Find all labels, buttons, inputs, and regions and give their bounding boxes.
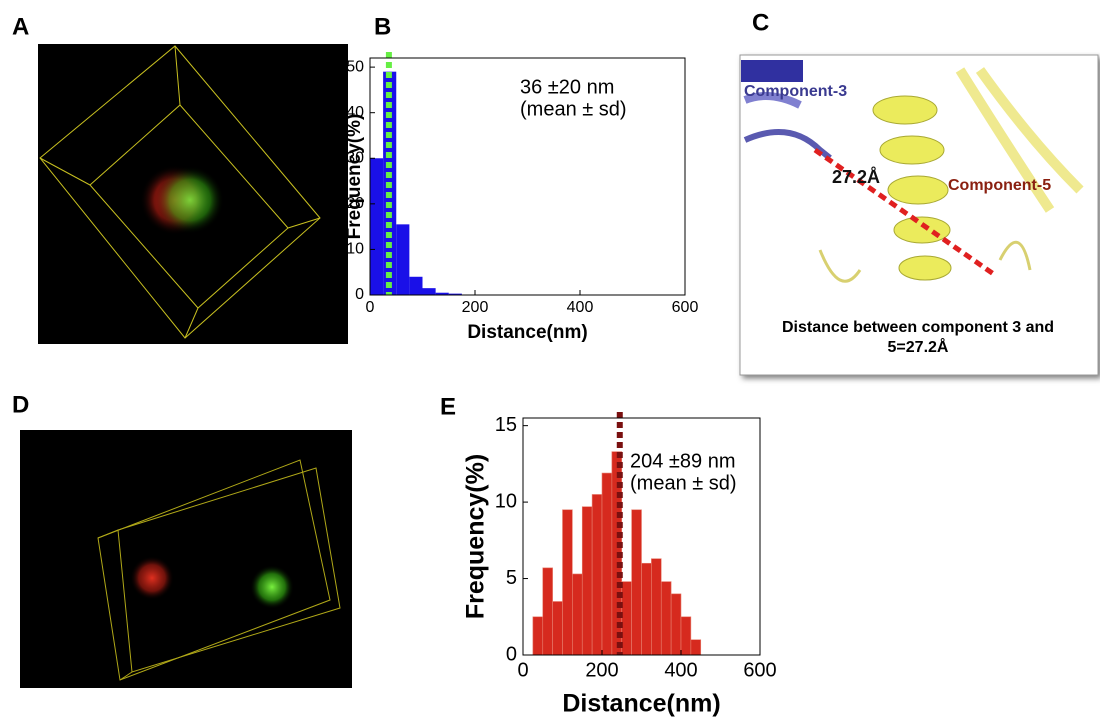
panel-label: B <box>374 13 391 40</box>
y-tick-label: 30 <box>346 149 364 166</box>
panel-label: C <box>752 9 769 36</box>
x-tick-label: 200 <box>585 659 618 681</box>
x-tick-label: 600 <box>743 659 776 681</box>
y-axis-label: Frequency(%) <box>462 454 490 619</box>
panel-d-image <box>20 430 352 688</box>
x-tick-label: 400 <box>567 299 594 316</box>
bar <box>591 494 603 656</box>
bar <box>396 224 410 295</box>
component-label: Component-3 <box>744 83 847 100</box>
bar <box>422 288 436 295</box>
panel-a-image <box>38 44 348 344</box>
caption: 5=27.2Å <box>888 337 949 356</box>
plot-frame <box>369 57 686 296</box>
distance-label: 27.2Å <box>832 167 880 187</box>
y-tick-label: 15 <box>495 414 517 436</box>
bar <box>409 276 423 295</box>
bar <box>370 158 384 295</box>
plot-frame <box>522 417 761 656</box>
y-tick-label: 20 <box>346 195 364 212</box>
bar <box>601 472 613 656</box>
component-label: Component-5 <box>948 177 1051 194</box>
x-axis-label: Distance(nm) <box>562 690 720 718</box>
annotation: (mean ± sd) <box>630 472 737 494</box>
x-tick-label: 600 <box>672 299 699 316</box>
panel-label: E <box>440 393 456 420</box>
bar <box>562 509 573 656</box>
y-axis-label: Frequency(%) <box>344 114 365 240</box>
x-tick-label: 400 <box>664 659 697 681</box>
bar <box>448 293 462 295</box>
bar <box>690 639 702 656</box>
bar <box>435 292 449 295</box>
x-tick-label: 0 <box>517 659 528 681</box>
panel-label: D <box>12 391 29 418</box>
x-tick-label: 200 <box>462 299 489 316</box>
annotation: 36 ±20 nm <box>520 76 614 98</box>
caption: Distance between component 3 and <box>782 319 1054 336</box>
panel-label: A <box>12 13 29 40</box>
panel-c-image: Component-3 Component-5 27.2Å Distance b… <box>739 54 1099 376</box>
bar <box>572 573 583 656</box>
bar <box>641 562 652 656</box>
y-tick-label: 10 <box>495 490 517 512</box>
x-axis-label: Distance(nm) <box>467 322 587 343</box>
y-tick-label: 40 <box>346 104 364 121</box>
bar <box>552 601 563 656</box>
y-tick-label: 10 <box>346 241 364 258</box>
bar <box>680 616 692 656</box>
bar <box>651 558 662 656</box>
y-tick-label: 0 <box>355 286 364 303</box>
bar <box>670 593 682 656</box>
bar <box>532 616 544 656</box>
bar <box>581 506 593 656</box>
bar <box>621 581 632 656</box>
y-tick-label: 5 <box>506 567 517 589</box>
bar <box>542 567 553 656</box>
bar <box>660 581 672 656</box>
y-tick-label: 50 <box>346 58 364 75</box>
x-tick-label: 0 <box>366 299 375 316</box>
y-tick-label: 0 <box>506 643 517 665</box>
bar <box>631 509 642 656</box>
annotation: 204 ±89 nm <box>630 450 736 472</box>
annotation: (mean ± sd) <box>520 98 627 120</box>
